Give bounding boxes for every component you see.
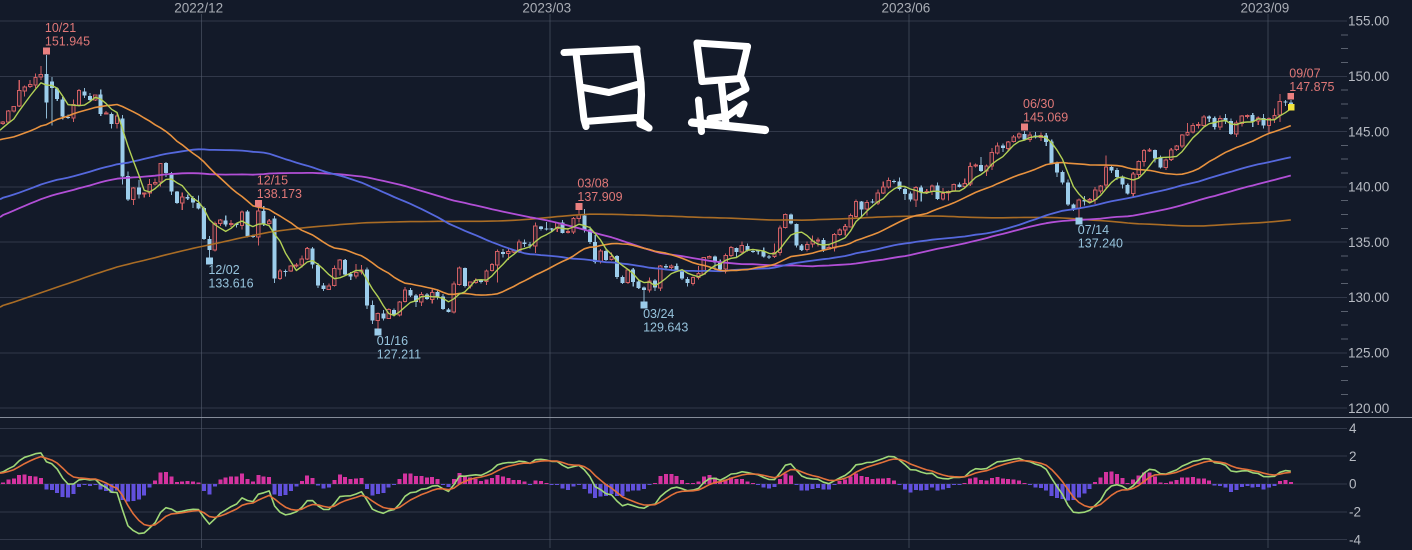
svg-text:2022/12: 2022/12 xyxy=(174,1,223,16)
svg-text:-4: -4 xyxy=(1349,532,1361,547)
svg-text:2023/03: 2023/03 xyxy=(522,1,571,16)
svg-text:147.875: 147.875 xyxy=(1289,80,1334,94)
svg-text:03/24: 03/24 xyxy=(643,307,674,321)
svg-text:09/07: 09/07 xyxy=(1289,66,1320,80)
svg-text:137.909: 137.909 xyxy=(577,190,622,204)
svg-text:145.069: 145.069 xyxy=(1023,111,1068,125)
svg-text:151.945: 151.945 xyxy=(45,35,90,49)
svg-text:07/14: 07/14 xyxy=(1078,223,1109,237)
svg-text:155.00: 155.00 xyxy=(1348,14,1389,29)
svg-text:140.00: 140.00 xyxy=(1348,180,1389,195)
svg-text:138.173: 138.173 xyxy=(257,187,302,201)
svg-text:150.00: 150.00 xyxy=(1348,69,1389,84)
svg-text:0: 0 xyxy=(1349,477,1357,492)
svg-text:133.616: 133.616 xyxy=(208,277,253,291)
svg-text:125.00: 125.00 xyxy=(1348,346,1389,361)
svg-text:01/16: 01/16 xyxy=(377,334,408,348)
svg-text:4: 4 xyxy=(1349,421,1357,436)
svg-text:06/30: 06/30 xyxy=(1023,97,1054,111)
svg-text:130.00: 130.00 xyxy=(1348,290,1389,305)
svg-text:135.00: 135.00 xyxy=(1348,235,1389,250)
svg-text:129.643: 129.643 xyxy=(643,321,688,335)
svg-text:2: 2 xyxy=(1349,449,1357,464)
svg-text:145.00: 145.00 xyxy=(1348,124,1389,139)
svg-text:2023/06: 2023/06 xyxy=(881,1,930,16)
svg-text:03/08: 03/08 xyxy=(577,176,608,190)
svg-text:12/15: 12/15 xyxy=(257,173,288,187)
svg-text:127.211: 127.211 xyxy=(377,347,421,361)
svg-text:120.00: 120.00 xyxy=(1348,401,1389,416)
svg-text:12/02: 12/02 xyxy=(208,263,239,277)
svg-text:137.240: 137.240 xyxy=(1078,237,1123,251)
svg-text:10/21: 10/21 xyxy=(45,21,76,35)
svg-text:-2: -2 xyxy=(1349,505,1361,520)
svg-text:2023/09: 2023/09 xyxy=(1240,1,1289,16)
